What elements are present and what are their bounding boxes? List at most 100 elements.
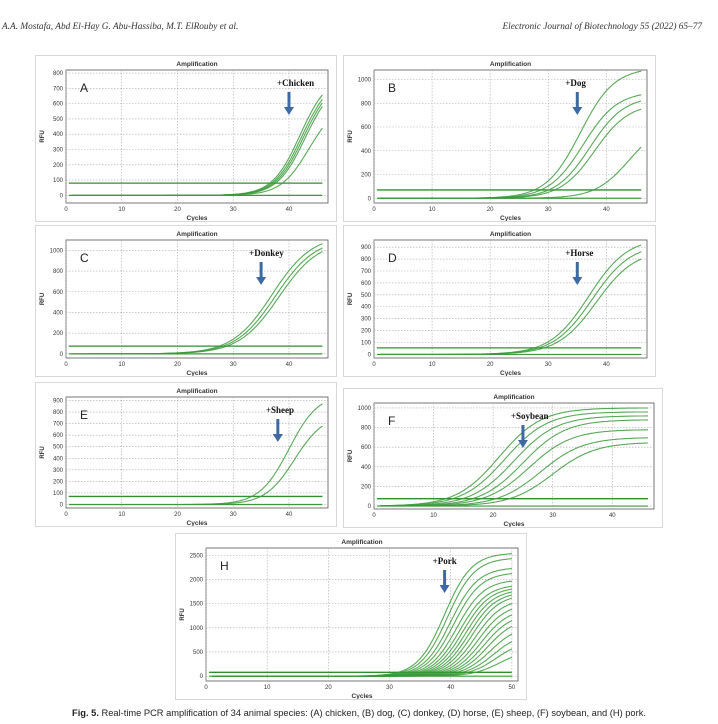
y-tick-label: 1000 [358,78,372,84]
panel-letter: F [388,414,395,428]
y-tick-label: 100 [361,341,372,347]
plot-frame [65,69,329,204]
chart-title: Amplification [490,61,531,68]
y-tick-label: 800 [53,410,64,416]
x-tick-label: 20 [490,513,497,519]
x-tick-label: 20 [174,362,181,368]
x-tick-label: 0 [64,512,68,518]
plot-frame [373,239,648,359]
y-tick-label: 0 [200,674,204,680]
x-tick-label: 20 [487,362,494,368]
running-head-authors: A.A. Mostafa, Abd El-Hay G. Abu-Hassiba,… [2,22,239,32]
arrow-head [517,440,528,448]
amplification-chart-horse: Amplification010020030040050060070080090… [348,231,648,377]
y-tick-label: 400 [53,310,64,316]
x-tick-label: 30 [230,512,237,518]
panel-e: Amplification 0 100 200 300 400 500 600 700 800 90… [35,382,337,527]
x-tick-label: 10 [118,512,125,518]
y-axis-label: RFU [40,446,46,458]
panel-letter: H [220,559,229,573]
x-tick-label: 20 [487,207,494,213]
x-tick-label: 10 [429,207,436,213]
y-tick-label: 400 [361,465,372,471]
y-tick-label: 700 [361,269,372,275]
y-tick-label: 800 [53,269,64,275]
y-tick-label: 300 [53,147,64,153]
x-tick-label: 0 [64,207,68,213]
panel-letter: B [388,81,396,95]
x-tick-label: 40 [603,207,610,213]
y-tick-label: 600 [361,281,372,287]
y-tick-label: 400 [53,132,64,138]
x-tick-label: 30 [549,513,556,519]
amplification-chart-chicken: Amplification 0 100 200 300 400 500 600 700 800 0 1… [40,61,329,222]
y-tick-label: 500 [361,293,372,299]
y-tick-label: 200 [53,479,64,485]
x-axis-label: Cycles [187,370,208,377]
caption-label: Fig. 5. [72,708,99,718]
y-axis-label: RFU [180,608,186,620]
x-tick-label: 30 [545,362,552,368]
arrow-head [283,107,294,115]
y-tick-label: 600 [361,125,372,131]
y-axis-label: RFU [348,293,354,305]
caption-text: Real-time PCR amplification of 34 animal… [101,708,646,718]
x-tick-label: 40 [286,512,293,518]
y-axis-label: RFU [348,450,354,462]
y-tick-label: 1000 [50,248,64,254]
annotation-label: +Dog [565,78,586,88]
x-tick-label: 40 [447,685,454,691]
x-axis-label: Cycles [187,215,208,222]
x-tick-label: 50 [509,685,516,691]
y-tick-label: 100 [53,491,64,497]
panel-d: Amplification 0 100 200 300 400 500 600 700 800 90… [343,225,656,377]
y-tick-label: 300 [361,317,372,323]
y-tick-label: 0 [60,352,64,358]
x-axis-label: Cycles [500,370,521,377]
x-tick-label: 30 [230,362,237,368]
arrow-head [572,277,583,285]
x-tick-label: 0 [372,513,376,519]
annotation-label: +Soybean [511,411,549,421]
x-tick-label: 40 [286,207,293,213]
panel-letter: E [80,408,88,422]
x-tick-label: 20 [174,512,181,518]
y-axis-label: RFU [40,130,46,142]
y-tick-label: 600 [361,445,372,451]
amplification-chart-soybean: Amplification 0 200 400 600 800 1000 0 10 20 30 40 C… [348,394,655,527]
y-tick-label: 400 [361,305,372,311]
amplification-chart-pork: Amplification 0 500 1000 1500 2000 2500 0 10 20 30… [180,539,519,700]
x-tick-label: 0 [204,685,208,691]
x-tick-label: 40 [286,362,293,368]
panel-b: Amplification 0 200 400 600 800 1000 0 10 20 30 40 C… [343,55,656,222]
annotation-label: +Sheep [266,405,294,415]
amplification-curve [380,407,648,507]
annotation-label: +Pork [433,556,457,566]
running-head-journal: Electronic Journal of Biotechnology 55 (… [502,22,703,32]
x-axis-label: Cycles [500,215,521,222]
arrow-head [439,585,450,593]
x-axis-label: Cycles [352,693,373,700]
y-tick-label: 200 [53,163,64,169]
chart-title: Amplification [176,61,217,68]
y-tick-label: 700 [53,86,64,92]
x-tick-label: 30 [230,207,237,213]
x-tick-label: 10 [118,207,125,213]
y-tick-label: 1500 [190,602,204,608]
y-axis-label: RFU [40,293,46,305]
amplification-chart-donkey: Amplification 0 200 400 600 800 1000 0 10 20 30 40 C… [40,231,329,377]
x-tick-label: 40 [609,513,616,519]
y-tick-label: 300 [53,468,64,474]
y-tick-label: 2500 [190,553,204,559]
y-tick-label: 0 [368,504,372,510]
y-tick-label: 900 [53,398,64,404]
panel-letter: C [80,251,89,265]
plot-frame [65,396,329,509]
y-tick-label: 100 [53,178,64,184]
x-tick-label: 10 [430,513,437,519]
x-tick-label: 0 [372,362,376,368]
amplification-chart-dog: Amplification 0 200 400 600 800 1000 0 10 20 30 40 C… [348,61,648,222]
annotation-label: +Donkey [249,248,284,258]
x-tick-label: 10 [264,685,271,691]
y-tick-label: 200 [361,484,372,490]
